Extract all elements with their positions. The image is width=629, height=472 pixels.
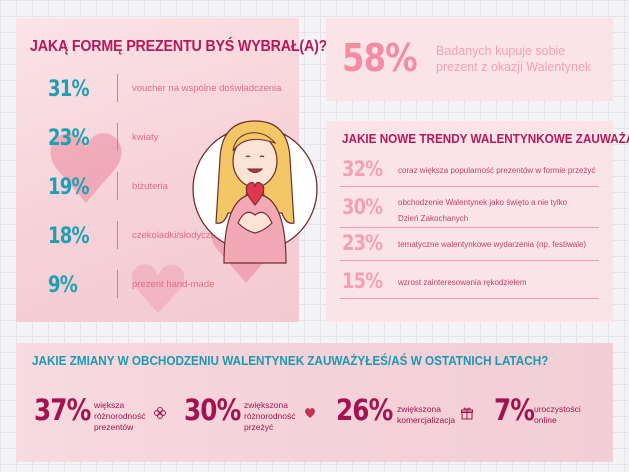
flower-icon <box>154 407 166 419</box>
change-label: większa <box>94 400 125 410</box>
gift-option-separator <box>117 221 118 249</box>
gift-option-separator <box>117 74 118 102</box>
change-label: zwiększona <box>397 404 441 414</box>
gift-option-row: 23% kwiaty <box>30 123 290 154</box>
gift-option-percent: 9% <box>48 273 78 298</box>
changes-title: JAKIE ZMIANY W OBCHODZENIU WALENTYNEK ZA… <box>32 353 549 368</box>
gift-option-label: czekoladki/słodycze <box>132 230 216 241</box>
trend-label: tematyczne walentynkowe wydarzenia (np. … <box>398 240 587 249</box>
gift-option-percent: 19% <box>48 175 90 200</box>
trend-separator <box>340 260 599 261</box>
change-label: przeżyć <box>244 422 274 432</box>
gift-option-percent: 18% <box>48 224 90 249</box>
change-label: zwiększona <box>244 400 288 410</box>
gift-option-row: 18% czekoladki/słodycze <box>30 221 290 252</box>
gift-option-separator <box>117 123 118 151</box>
girl-with-heart-illustration <box>192 120 318 264</box>
gift-option-percent: 23% <box>48 126 90 151</box>
gift-option-label: voucher na wspólne doświadczenia <box>132 83 282 94</box>
trend-separator <box>340 186 599 187</box>
gift-option-label: prezent hand-made <box>132 279 215 290</box>
gift-option-separator <box>117 172 118 200</box>
trend-percent: 30% <box>342 195 383 219</box>
change-percent: 30% <box>184 393 241 427</box>
self-gift-text: Badanych kupuje sobie prezent z okazji W… <box>436 44 592 74</box>
change-label: prezentów <box>94 422 134 432</box>
gift-option-percent: 31% <box>48 77 90 102</box>
change-label: różnorodność <box>94 411 146 421</box>
self-gift-percent: 58% <box>342 36 418 80</box>
change-label: komercjalizacja <box>397 415 456 425</box>
change-percent: 37% <box>34 393 91 427</box>
change-label: uroczystości <box>534 404 581 414</box>
trends-title: JAKIE NOWE TRENDY WALENTYNKOWE ZAUWAŻASZ… <box>342 131 629 146</box>
trends-panel: JAKIE NOWE TRENDY WALENTYNKOWE ZAUWAŻASZ… <box>326 121 629 322</box>
gift-form-title: JAKĄ FORMĘ PREZENTU BYŚ WYBRAŁ(A)? <box>30 38 328 55</box>
gift-option-label: biżuteria <box>132 181 168 192</box>
gift-option-row: 9% prezent hand-made <box>30 270 290 301</box>
gift-option-row: 31% voucher na wspólne doświadczenia <box>30 74 290 105</box>
gift-option-row: 19% biżuteria <box>30 172 290 203</box>
trend-separator <box>340 227 599 228</box>
trend-percent: 23% <box>342 231 383 255</box>
trend-label: coraz większa popularność prezentów w fo… <box>398 166 596 175</box>
gift-option-label: kwiaty <box>132 132 159 143</box>
trend-label: obchodzenie Walentynek jako święto a nie… <box>398 198 568 207</box>
trend-percent: 15% <box>342 269 383 293</box>
trend-separator <box>340 298 599 299</box>
gift-icon <box>461 407 473 420</box>
heart-icon <box>305 408 315 418</box>
trend-percent: 32% <box>342 157 383 181</box>
gift-option-separator <box>117 270 118 298</box>
change-percent: 7% <box>494 393 535 427</box>
trend-label: wzrost zainteresowania rękodziełem <box>398 278 527 287</box>
change-percent: 26% <box>336 393 393 427</box>
change-label: online <box>534 415 557 425</box>
trend-label: Dzień Zakochanych <box>398 214 469 223</box>
self-gift-stat-panel: 58% Badanych kupuje sobie prezent z okaz… <box>326 18 613 101</box>
changes-panel: JAKIE ZMIANY W OBCHODZENIU WALENTYNEK ZA… <box>16 343 613 462</box>
change-label: różnorodność <box>244 411 296 421</box>
